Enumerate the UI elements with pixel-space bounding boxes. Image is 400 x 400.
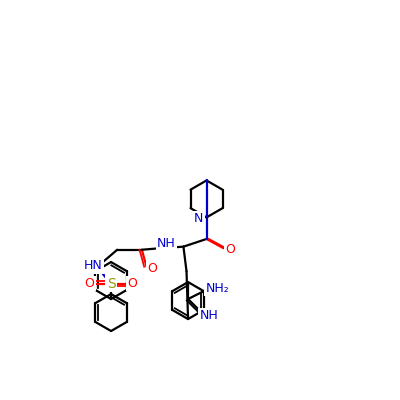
Text: O: O (128, 277, 138, 290)
Text: NH: NH (200, 310, 218, 322)
Text: O: O (148, 262, 158, 275)
Text: O: O (84, 277, 94, 290)
Text: HN: HN (84, 260, 103, 272)
Text: NH: NH (157, 237, 176, 250)
Text: N: N (194, 212, 204, 226)
Text: S: S (107, 277, 116, 291)
Text: NH₂: NH₂ (206, 282, 229, 295)
Text: O: O (226, 243, 235, 256)
